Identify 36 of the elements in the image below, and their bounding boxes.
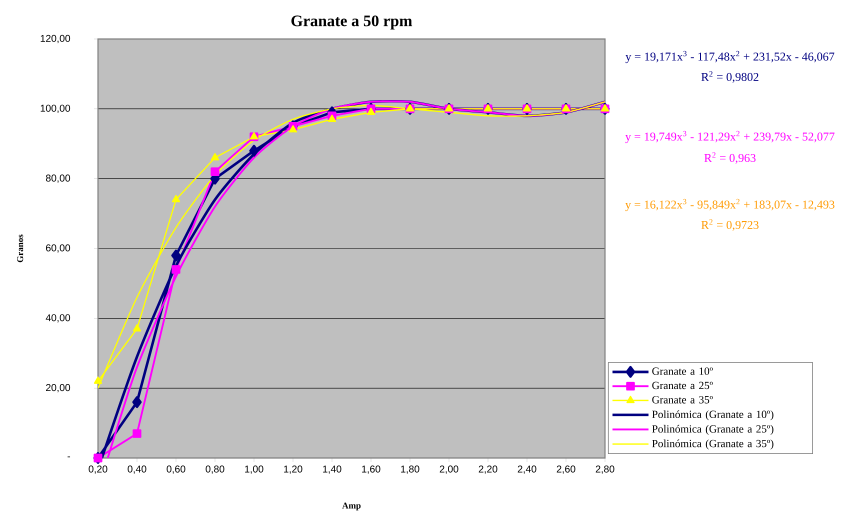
- x-tick-label: 1,60: [362, 466, 380, 474]
- text: y = 19,749x$^{3}$ - 121,29x$^{2}$ + 239,79x - 52,077: [625, 130, 835, 144]
- legend-label: Polinómica (Granate a 25º): [652, 424, 774, 435]
- text: R$^{2}$ = 0,963: [704, 152, 756, 164]
- legend-label: Granate a 10º: [652, 368, 713, 375]
- legend-label: Polinómica (Granate a 10º): [652, 410, 774, 420]
- x-tick-label: 2,60: [556, 466, 576, 474]
- text: R$^{2}$ = 0,9802: [701, 71, 758, 83]
- y-tick-label: 60,00: [46, 244, 70, 253]
- x-tick-label: 1,80: [401, 466, 420, 474]
- y-tick-label: 20,00: [46, 384, 70, 392]
- x-tick-label: 2,80: [596, 466, 614, 474]
- x-tick-label: 2,40: [518, 466, 536, 474]
- x-tick-label: 1,20: [284, 466, 302, 474]
- x-tick-label: 0,40: [128, 466, 146, 474]
- y-tick-label: 40,00: [46, 314, 70, 322]
- text: y = 16,122x$^{3}$ - 95,849x$^{2}$ + 183,07x - 12,493: [625, 198, 834, 212]
- legend-label: Granate a 35º: [652, 396, 713, 404]
- legend-label: Granate a 25º: [652, 382, 713, 390]
- x-tick-label: 1,00: [245, 466, 264, 474]
- x-tick-label: 2,20: [478, 466, 498, 474]
- x-tick-label: 2,00: [440, 466, 458, 474]
- y-tick-label: 80,00: [46, 174, 70, 183]
- x-tick-label: 0,80: [206, 466, 224, 474]
- text: R$^{2}$ = 0,9723: [701, 219, 759, 231]
- x-tick-label: 1,40: [323, 466, 342, 474]
- x-tick-label: 0,60: [166, 466, 186, 474]
- x-tick-label: 0,20: [88, 466, 108, 474]
- chart-title: Granate a 50 rpm: [291, 16, 412, 30]
- y-axis-title: Granos: [17, 234, 24, 262]
- y-tick-label: -: [68, 456, 70, 458]
- y-tick-label: 100,00: [40, 104, 70, 113]
- text: y = 19,171x$^{3}$ - 117,48x$^{2}$ + 231,52x - 46,067: [626, 50, 834, 64]
- x-axis-title: Amp: [342, 502, 361, 510]
- legend-label: Polinómica (Granate a 35º): [652, 440, 774, 450]
- y-tick-label: 120,00: [40, 34, 70, 44]
